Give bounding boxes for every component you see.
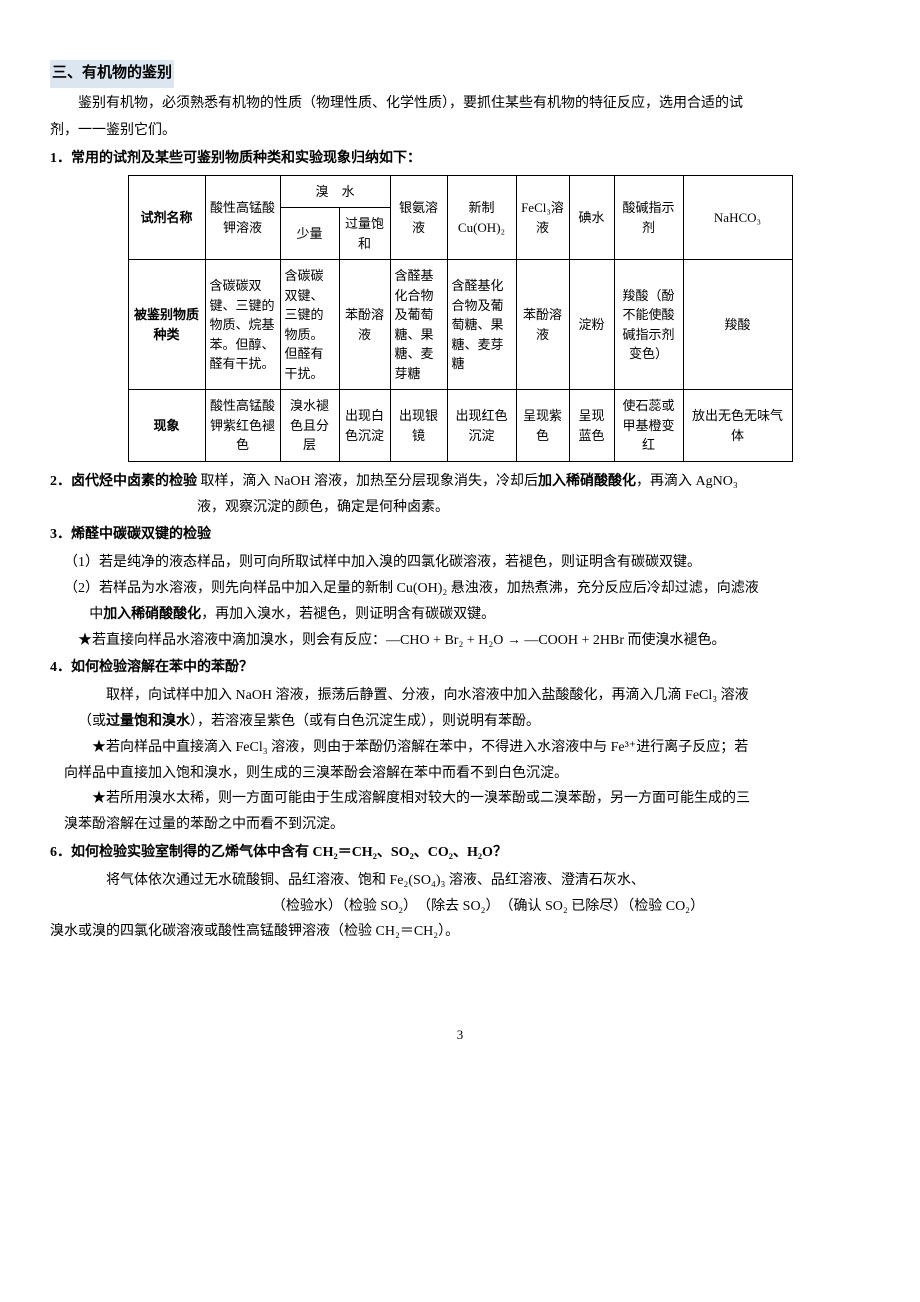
item-3-star: ★若直接向样品水溶液中滴加溴水，则会有反应：—CHO + Br₂ + H₂O →… — [50, 629, 870, 653]
cell: 苯酚溶液 — [516, 260, 569, 390]
cell: 出现红色沉淀 — [447, 390, 516, 462]
cell: 溴水褪色且分层 — [280, 390, 339, 462]
cell: 羧酸 — [683, 260, 792, 390]
item-3-2b-pre: 中 — [89, 607, 103, 622]
header-indicator: 酸碱指示剂 — [614, 175, 683, 260]
section-title: 三、有机物的鉴别 — [50, 60, 174, 88]
item-3-1: （1）若是纯净的液态样品，则可向所取试样中加入溴的四氯化碳溶液，若褪色，则证明含… — [50, 551, 870, 575]
cell: 含碳碳双键、三键的物质。但醛有干扰。 — [280, 260, 339, 390]
item-6-l1: 将气体依次通过无水硫酸铜、品红溶液、饱和 Fe₂(SO₄)₃ 溶液、品红溶液、澄… — [50, 869, 870, 893]
item-4-star1a: ★若向样品中直接滴入 FeCl₃ 溶液，则由于苯酚仍溶解在苯中，不得进入水溶液中… — [50, 736, 870, 760]
cell: 羧酸（酚不能使酸碱指示剂变色） — [614, 260, 683, 390]
header-nahco3: NaHCO₃ — [683, 175, 792, 260]
cell: 出现银镜 — [390, 390, 447, 462]
item-2-head: 2．卤代烃中卤素的检验 — [50, 474, 197, 489]
header-silver: 银氨溶液 — [390, 175, 447, 260]
item-4-l2: （或过量饱和溴水），若溶液呈紫色（或有白色沉淀生成），则说明有苯酚。 — [50, 710, 870, 734]
item-4-l2-post: ），若溶液呈紫色（或有白色沉淀生成），则说明有苯酚。 — [190, 714, 540, 729]
subheading-1: 1．常用的试剂及某些可鉴别物质种类和实验现象归纳如下： — [50, 147, 870, 171]
row-label-phenomenon: 现象 — [128, 390, 205, 462]
item-3-2b-bold: 加入稀硝酸酸化 — [103, 607, 201, 622]
cell: 出现白色沉淀 — [339, 390, 390, 462]
cell: 淀粉 — [569, 260, 614, 390]
item-4-l1: 取样，向试样中加入 NaOH 溶液，振荡后静置、分液，向水溶液中加入盐酸酸化，再… — [50, 684, 870, 708]
item-4-star1b: 向样品中直接加入饱和溴水，则生成的三溴苯酚会溶解在苯中而看不到白色沉淀。 — [50, 762, 870, 786]
item-6-post: ？ — [493, 845, 507, 860]
table-row: 试剂名称 酸性高锰酸钾溶液 溴 水 银氨溶液 新制Cu(OH)₂ FeCl₃溶液… — [128, 175, 792, 208]
cell: 含醛基化合物及葡萄糖、果糖、麦芽糖 — [390, 260, 447, 390]
row-label-substance: 被鉴别物质种类 — [128, 260, 205, 390]
item-4-star2a: ★若所用溴水太稀，则一方面可能由于生成溶解度相对较大的一溴苯酚或二溴苯酚，另一方… — [50, 787, 870, 811]
header-iodine: 碘水 — [569, 175, 614, 260]
item-6-heading: 6．如何检验实验室制得的乙烯气体中含有 CH₂＝CH₂、SO₂、CO₂、H₂O？ — [50, 841, 870, 865]
item-2: 2．卤代烃中卤素的检验 取样，滴入 NaOH 溶液，加热至分层现象消失，冷却后加… — [50, 470, 870, 494]
item-2-end: ，再滴入 AgNO₃ — [636, 474, 738, 489]
header-kmno4: 酸性高锰酸钾溶液 — [205, 175, 280, 260]
cell: 使石蕊或甲基橙变红 — [614, 390, 683, 462]
item-6-l3: 溴水或溴的四氯化碳溶液或酸性高锰酸钾溶液（检验 CH₂＝CH₂）。 — [50, 920, 870, 944]
intro-line-1: 鉴别有机物，必须熟悉有机物的性质（物理性质、化学性质），要抓住某些有机物的特征反… — [78, 96, 743, 111]
page-number: 3 — [50, 1024, 870, 1046]
table-row: 被鉴别物质种类 含碳碳双键、三键的物质、烷基苯。但醇、醛有干扰。 含碳碳双键、三… — [128, 260, 792, 390]
cell: 呈现紫色 — [516, 390, 569, 462]
item-6-pre: 6．如何检验实验室制得的乙烯气体中含有 — [50, 845, 313, 860]
item-3-2b: 中加入稀硝酸酸化，再加入溴水，若褪色，则证明含有碳碳双键。 — [50, 603, 870, 627]
item-6-bold: CH₂＝CH₂、SO₂、CO₂、H₂O — [313, 845, 493, 860]
item-6-l2: （检验水）（检验 SO₂） （除去 SO₂） （确认 SO₂ 已除尽）（检验 C… — [50, 895, 870, 919]
item-2-tail: 取样，滴入 NaOH 溶液，加热至分层现象消失，冷却后 — [197, 474, 538, 489]
reagent-table: 试剂名称 酸性高锰酸钾溶液 溴 水 银氨溶液 新制Cu(OH)₂ FeCl₃溶液… — [128, 175, 793, 462]
intro-text: 鉴别有机物，必须熟悉有机物的性质（物理性质、化学性质），要抓住某些有机物的特征反… — [50, 92, 870, 116]
header-fecl3: FeCl₃溶液 — [516, 175, 569, 260]
header-bromine-large: 过量饱和 — [339, 208, 390, 260]
item-3-2a: （2）若样品为水溶液，则先向样品中加入足量的新制 Cu(OH)₂ 悬浊液，加热煮… — [50, 577, 870, 601]
item-3-heading: 3．烯醛中碳碳双键的检验 — [50, 523, 870, 547]
cell: 放出无色无味气体 — [683, 390, 792, 462]
item-3-2b-post: ，再加入溴水，若褪色，则证明含有碳碳双键。 — [201, 607, 495, 622]
intro-line-2: 剂，一一鉴别它们。 — [50, 119, 870, 143]
header-reagent: 试剂名称 — [128, 175, 205, 260]
header-bromine: 溴 水 — [280, 175, 390, 208]
cell: 呈现蓝色 — [569, 390, 614, 462]
header-bromine-small: 少量 — [280, 208, 339, 260]
table-row: 现象 酸性高锰酸钾紫红色褪色 溴水褪色且分层 出现白色沉淀 出现银镜 出现红色沉… — [128, 390, 792, 462]
cell: 含碳碳双键、三键的物质、烷基苯。但醇、醛有干扰。 — [205, 260, 280, 390]
item-2-bold: 加入稀硝酸酸化 — [538, 474, 636, 489]
item-2-line2: 液，观察沉淀的颜色，确定是何种卤素。 — [50, 496, 870, 520]
header-cuoh2: 新制Cu(OH)₂ — [447, 175, 516, 260]
item-4-heading: 4．如何检验溶解在苯中的苯酚？ — [50, 656, 870, 680]
item-4-star2b: 溴苯酚溶解在过量的苯酚之中而看不到沉淀。 — [50, 813, 870, 837]
cell: 苯酚溶液 — [339, 260, 390, 390]
cell: 酸性高锰酸钾紫红色褪色 — [205, 390, 280, 462]
item-4-l2-pre: （或 — [78, 714, 106, 729]
item-4-l2-bold: 过量饱和溴水 — [106, 714, 190, 729]
cell: 含醛基化合物及葡萄糖、果糖、麦芽糖 — [447, 260, 516, 390]
